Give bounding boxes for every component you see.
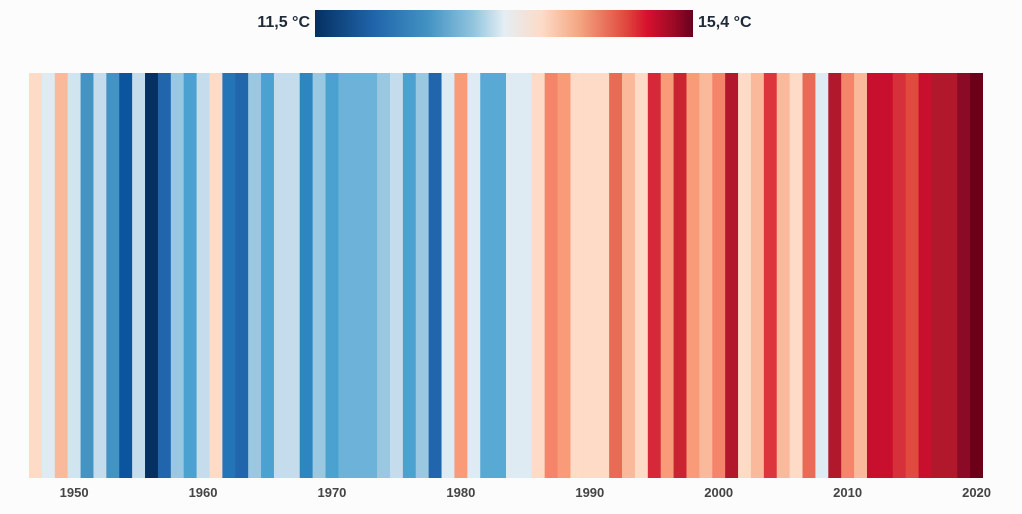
stripe-1975 (389, 73, 404, 478)
stripe-1951 (80, 73, 94, 478)
stripe-2016 (918, 73, 932, 478)
x-tick-label-1960: 1960 (188, 485, 218, 500)
stripe-2014 (892, 73, 907, 478)
stripe-1977 (415, 73, 430, 478)
x-tick-label-1950: 1950 (59, 485, 89, 500)
stripe-2011 (854, 73, 868, 478)
x-tick-label-1980: 1980 (446, 485, 476, 500)
x-tick-label-1970: 1970 (317, 485, 347, 500)
stripe-1965 (261, 73, 275, 478)
legend-min-label: 11,5 °C (257, 14, 310, 31)
stripe-2015 (905, 73, 919, 478)
stripe-2004 (763, 73, 778, 478)
stripe-2007 (802, 73, 816, 478)
stripe-2020 (970, 73, 983, 478)
stripe-1980 (454, 73, 468, 478)
stripe-1948 (41, 73, 56, 478)
stripe-2009 (828, 73, 842, 478)
stripe-1964 (248, 73, 262, 478)
stripe-1991 (596, 73, 610, 478)
stripe-1989 (570, 73, 584, 478)
stripe-1962 (222, 73, 236, 478)
stripe-1957 (157, 73, 172, 478)
legend-max-label: 15,4 °C (698, 14, 752, 31)
stripe-2003 (750, 73, 765, 478)
warming-stripes-plot (29, 73, 983, 478)
stripe-1969 (312, 73, 326, 478)
stripe-2008 (815, 73, 829, 478)
stripe-1970 (325, 73, 339, 478)
stripe-1994 (634, 73, 649, 478)
stripe-1953 (106, 73, 120, 478)
stripe-1968 (299, 73, 314, 478)
x-tick-label-2010: 2010 (833, 485, 863, 500)
stripe-1978 (428, 73, 442, 478)
stripe-1955 (132, 73, 146, 478)
stripe-2012 (866, 73, 881, 478)
stripe-1995 (647, 73, 662, 478)
stripe-1956 (145, 73, 159, 478)
stripe-2013 (879, 73, 894, 478)
stripe-2002 (738, 73, 752, 478)
stripe-1999 (699, 73, 713, 478)
stripe-1985 (518, 73, 533, 478)
stripe-2019 (957, 73, 971, 478)
stripe-1959 (183, 73, 197, 478)
stripe-1990 (583, 73, 597, 478)
stripe-2018 (944, 73, 958, 478)
stripe-1949 (54, 73, 69, 478)
stripe-1974 (377, 73, 391, 478)
stripe-1952 (93, 73, 107, 478)
stripe-1961 (209, 73, 223, 478)
stripe-2010 (841, 73, 855, 478)
stripe-1996 (660, 73, 674, 478)
stripe-1998 (686, 73, 700, 478)
stripe-1954 (119, 73, 133, 478)
stripe-1966 (273, 73, 288, 478)
stripe-2006 (789, 73, 803, 478)
stripe-1960 (196, 73, 210, 478)
stripe-2000 (712, 73, 726, 478)
stripe-1958 (170, 73, 185, 478)
stripe-1993 (622, 73, 636, 478)
stripe-1988 (557, 73, 571, 478)
stripe-1967 (286, 73, 301, 478)
stripe-1986 (531, 73, 546, 478)
stripe-2005 (776, 73, 791, 478)
x-tick-label-2020: 2020 (962, 485, 992, 500)
stripe-1963 (235, 73, 249, 478)
stripe-2017 (931, 73, 945, 478)
stripe-1973 (364, 73, 378, 478)
stripe-1950 (67, 73, 81, 478)
stripe-1972 (351, 73, 365, 478)
stripe-1983 (493, 73, 507, 478)
stripe-1997 (673, 73, 687, 478)
stripe-1992 (609, 73, 623, 478)
stripe-1976 (402, 73, 417, 478)
stripe-1947 (29, 73, 43, 478)
stripe-1984 (506, 73, 520, 478)
x-tick-label-1990: 1990 (575, 485, 605, 500)
stripe-1987 (544, 73, 558, 478)
stripe-1981 (467, 73, 481, 478)
stripe-1979 (441, 73, 455, 478)
color-scale-bar (315, 10, 693, 37)
stripe-2001 (725, 73, 739, 478)
x-tick-label-2000: 2000 (704, 485, 734, 500)
stripe-1971 (338, 73, 352, 478)
stripe-1982 (480, 73, 494, 478)
